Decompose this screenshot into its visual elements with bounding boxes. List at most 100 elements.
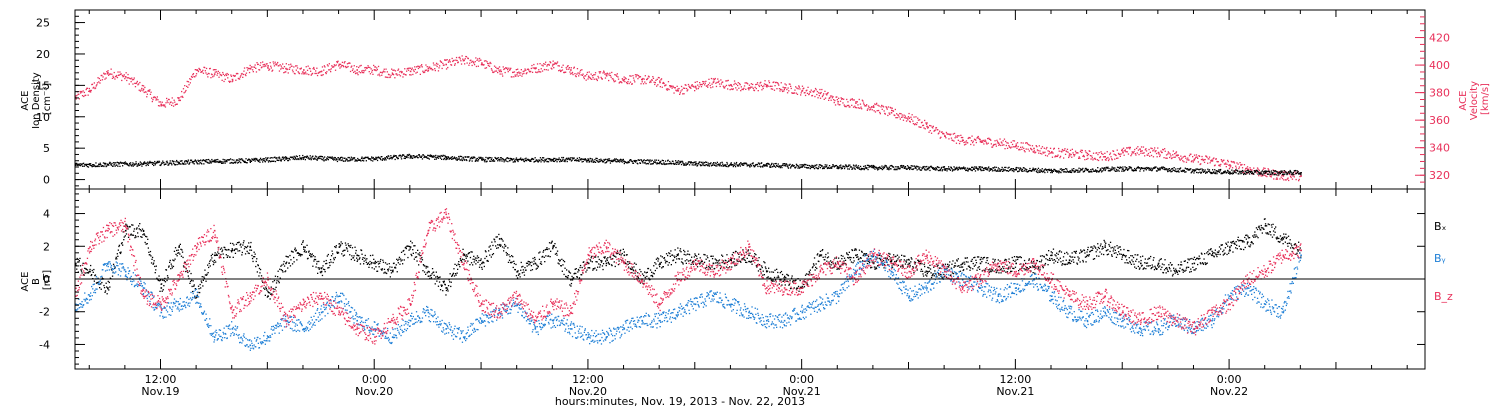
density-series-point: [1101, 167, 1103, 169]
velocity-series-point: [360, 64, 362, 67]
density-series-point: [223, 162, 225, 164]
velocity-series-point: [594, 74, 596, 76]
density-series-point: [1274, 170, 1276, 172]
velocity-series-point: [823, 93, 825, 95]
density-series-point: [262, 161, 264, 163]
density-series-point: [279, 157, 281, 159]
density-series-point: [524, 159, 527, 162]
velocity-series-point: [470, 61, 473, 63]
velocity-series-point: [1299, 175, 1301, 178]
density-series-point: [263, 159, 265, 161]
bx-series-point: [141, 236, 143, 238]
density-series-point: [254, 160, 256, 162]
velocity-series-point: [474, 61, 476, 63]
velocity-series-point: [421, 66, 423, 68]
velocity-series-point: [885, 106, 887, 108]
density-series-point: [550, 158, 552, 160]
density-series-point: [419, 155, 421, 157]
density-series-point: [1159, 167, 1161, 169]
velocity-series-point: [1149, 151, 1151, 153]
velocity-series-point: [1200, 163, 1202, 165]
density-series-point: [486, 160, 488, 162]
velocity-series-point: [108, 74, 110, 76]
density-series-point: [904, 167, 906, 169]
density-series-point: [80, 163, 82, 165]
density-series-point: [229, 162, 231, 164]
density-series-point: [647, 159, 649, 161]
velocity-series-point: [662, 81, 665, 84]
density-series-point: [999, 170, 1002, 172]
velocity-series-point: [93, 82, 95, 84]
density-series-point: [1108, 167, 1110, 170]
bx-series-point: [225, 249, 227, 251]
density-series-point: [1290, 171, 1292, 174]
velocity-series-point: [952, 139, 954, 142]
density-series-point: [1121, 170, 1123, 172]
velocity-series-point: [639, 76, 642, 78]
velocity-series-point: [351, 69, 354, 72]
density-series-point: [696, 164, 699, 167]
velocity-series-point: [341, 61, 344, 63]
velocity-series-point: [1157, 147, 1159, 149]
bx-series-point: [294, 247, 296, 249]
density-series-point: [787, 167, 790, 169]
velocity-series-point: [216, 74, 218, 76]
velocity-series-point: [833, 101, 835, 104]
velocity-series-point: [213, 75, 215, 77]
density-series-point: [109, 161, 111, 163]
density-series-point: [746, 163, 748, 165]
density-series-point: [1070, 171, 1073, 174]
density-series-point: [973, 167, 975, 169]
density-series-point: [426, 156, 428, 158]
density-series-point: [870, 165, 872, 167]
velocity-series-point: [954, 137, 956, 139]
velocity-series-point: [846, 104, 848, 107]
velocity-series-point: [1213, 157, 1215, 159]
density-series-point: [539, 159, 541, 161]
velocity-series-point: [358, 71, 360, 73]
velocity-series-point: [839, 100, 842, 102]
velocity-series-point: [209, 67, 211, 70]
velocity-series-point: [1084, 159, 1086, 161]
velocity-series-point: [724, 85, 726, 88]
density-series-point: [1119, 167, 1121, 170]
density-series-point: [936, 169, 938, 171]
bx-series-point: [283, 260, 285, 263]
density-series-point: [1020, 169, 1022, 171]
velocity-series-point: [648, 76, 650, 78]
density-series-point: [780, 165, 783, 167]
velocity-series-point: [1257, 168, 1259, 170]
velocity-series-point: [801, 85, 804, 87]
velocity-series-point: [1047, 150, 1049, 152]
velocity-series-point: [671, 87, 673, 89]
density-series-point: [1299, 172, 1301, 174]
velocity-series-point: [651, 79, 653, 81]
velocity-series-point: [1016, 142, 1019, 144]
density-series-point: [509, 159, 511, 162]
velocity-series-point: [225, 73, 227, 75]
density-series-point: [97, 165, 99, 167]
bx-series-point: [94, 274, 97, 276]
density-series-point: [503, 161, 505, 163]
bx-series-point: [254, 253, 256, 255]
density-series-point: [826, 167, 829, 170]
velocity-series-point: [524, 68, 526, 70]
density-series-point: [579, 159, 581, 161]
velocity-series-point: [957, 135, 959, 137]
density-series-point: [1254, 171, 1256, 173]
velocity-series-point: [457, 61, 459, 63]
density-series-point: [727, 166, 729, 168]
bx-series-point: [139, 223, 141, 225]
velocity-series-point: [692, 85, 694, 87]
bx-series-point: [124, 235, 126, 237]
density-series-point: [461, 158, 463, 160]
bx-series-point: [173, 250, 176, 252]
density-series-point: [179, 163, 181, 165]
velocity-series-point: [256, 62, 258, 64]
velocity-series-point: [320, 71, 322, 73]
bx-series-point: [85, 268, 87, 270]
density-series-point: [771, 162, 773, 165]
velocity-series-point: [856, 107, 858, 109]
density-series-point: [218, 161, 220, 164]
velocity-series-point: [438, 67, 440, 69]
